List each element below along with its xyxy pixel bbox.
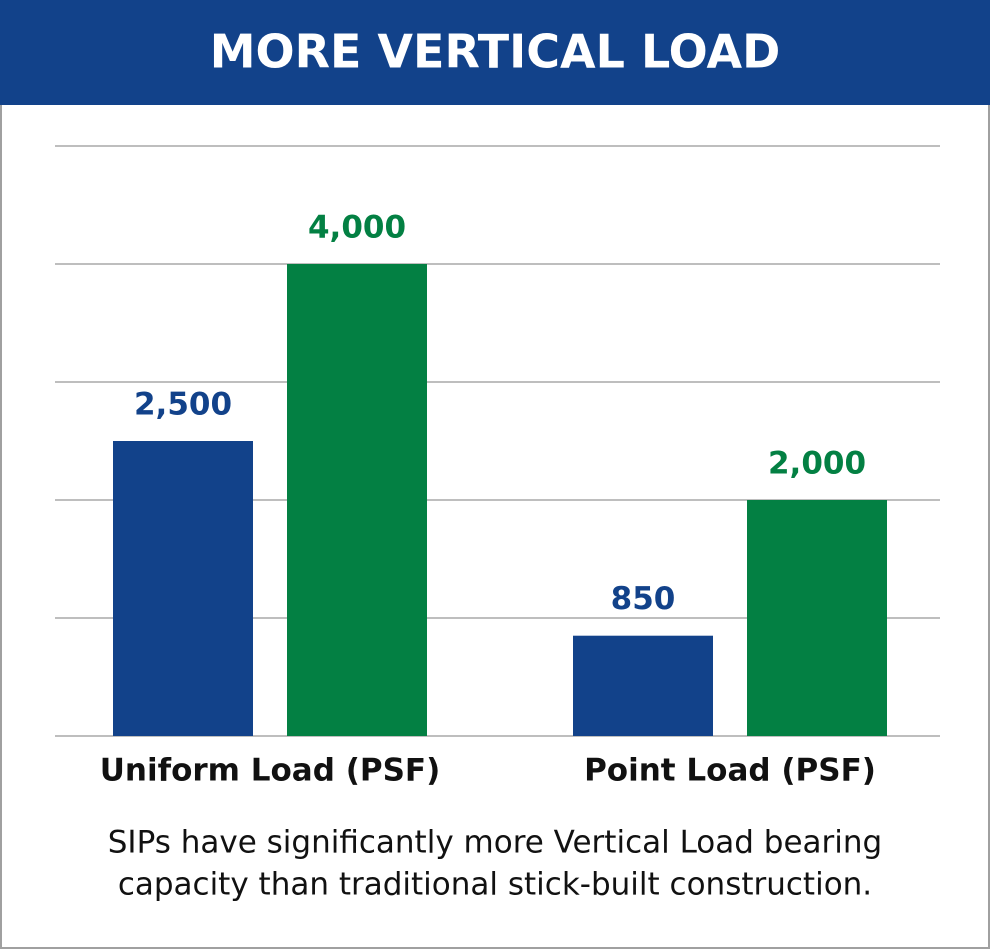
value-label: 2,000	[768, 446, 866, 482]
x-tick-label: Uniform Load (PSF)	[100, 753, 441, 789]
x-tick-label: Point Load (PSF)	[584, 753, 876, 789]
value-label: 850	[611, 581, 676, 617]
caption: SIPs have significantly more Vertical Lo…	[108, 825, 882, 861]
caption: capacity than traditional stick-built co…	[118, 867, 872, 903]
bar	[747, 500, 887, 736]
bar	[113, 441, 253, 736]
bar	[287, 264, 427, 736]
bar	[573, 635, 713, 736]
header-band	[0, 0, 990, 105]
value-label: 2,500	[134, 387, 232, 423]
chart-title: MORE VERTICAL LOAD	[210, 25, 781, 79]
value-label: 4,000	[308, 210, 406, 246]
